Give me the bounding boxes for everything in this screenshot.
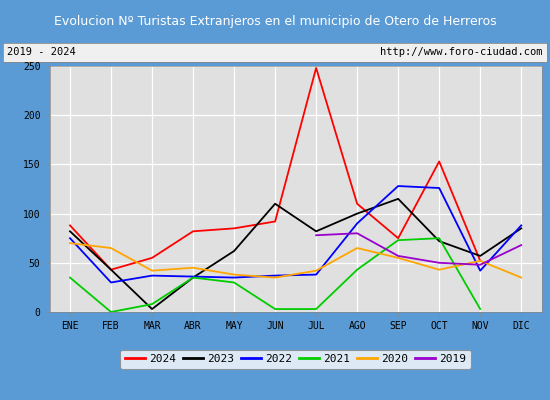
Text: http://www.foro-ciudad.com: http://www.foro-ciudad.com xyxy=(381,47,543,57)
Text: 2019 - 2024: 2019 - 2024 xyxy=(7,47,76,57)
Legend: 2024, 2023, 2022, 2021, 2020, 2019: 2024, 2023, 2022, 2021, 2020, 2019 xyxy=(120,350,471,368)
Text: Evolucion Nº Turistas Extranjeros en el municipio de Otero de Herreros: Evolucion Nº Turistas Extranjeros en el … xyxy=(54,14,496,28)
